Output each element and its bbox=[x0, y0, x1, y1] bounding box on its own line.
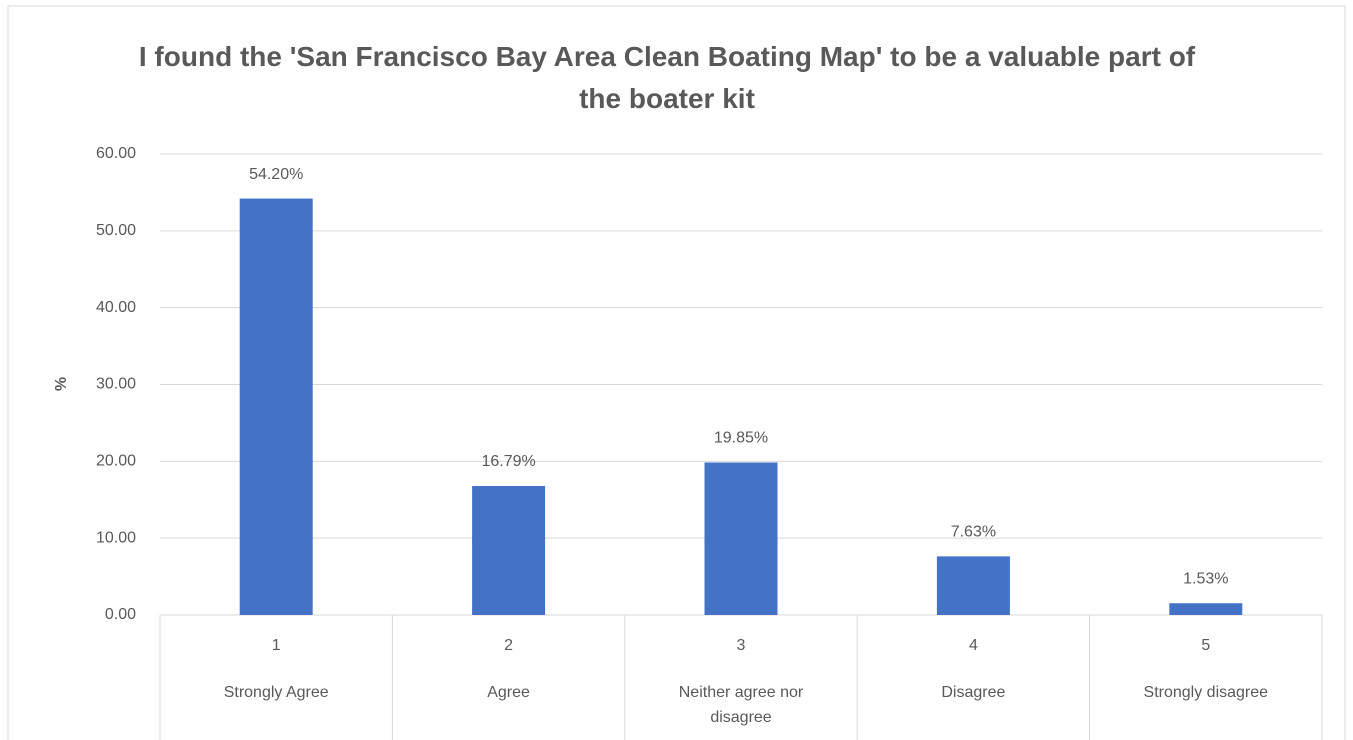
data-label: 1.53% bbox=[1183, 570, 1228, 587]
y-axis-label: % bbox=[53, 377, 70, 391]
data-label: 54.20% bbox=[249, 166, 303, 183]
bar bbox=[239, 198, 313, 615]
x-tick-label: 4 bbox=[969, 637, 978, 654]
data-label: 16.79% bbox=[481, 453, 535, 470]
x-subcategory-label: Neither agree nor disagree bbox=[678, 684, 804, 726]
x-subcategory-label: Agree bbox=[487, 684, 530, 701]
y-tick-label: 20.00 bbox=[96, 453, 136, 470]
x-tick-label: 1 bbox=[272, 637, 281, 654]
data-label: 7.63% bbox=[951, 524, 996, 541]
y-tick-label: 30.00 bbox=[96, 376, 136, 393]
y-tick-label: 10.00 bbox=[96, 529, 136, 546]
bar bbox=[936, 556, 1010, 615]
chart-border bbox=[7, 5, 1346, 740]
chart-title: I found the 'San Francisco Bay Area Clea… bbox=[138, 41, 1196, 114]
x-tick-label: 2 bbox=[504, 637, 513, 654]
y-tick-label: 0.00 bbox=[105, 606, 136, 623]
x-tick-label: 3 bbox=[737, 637, 746, 654]
y-tick-label: 60.00 bbox=[96, 145, 136, 162]
x-subcategory-label: Strongly disagree bbox=[1143, 684, 1269, 701]
data-label: 19.85% bbox=[714, 430, 768, 447]
y-tick-label: 50.00 bbox=[96, 222, 136, 239]
bar bbox=[704, 462, 778, 615]
bar bbox=[1169, 603, 1243, 615]
x-subcategory-label: Disagree bbox=[941, 684, 1006, 701]
bar bbox=[472, 485, 546, 615]
y-tick-label: 40.00 bbox=[96, 299, 136, 316]
x-subcategory-label: Strongly Agree bbox=[223, 684, 329, 701]
x-tick-label: 5 bbox=[1201, 637, 1210, 654]
